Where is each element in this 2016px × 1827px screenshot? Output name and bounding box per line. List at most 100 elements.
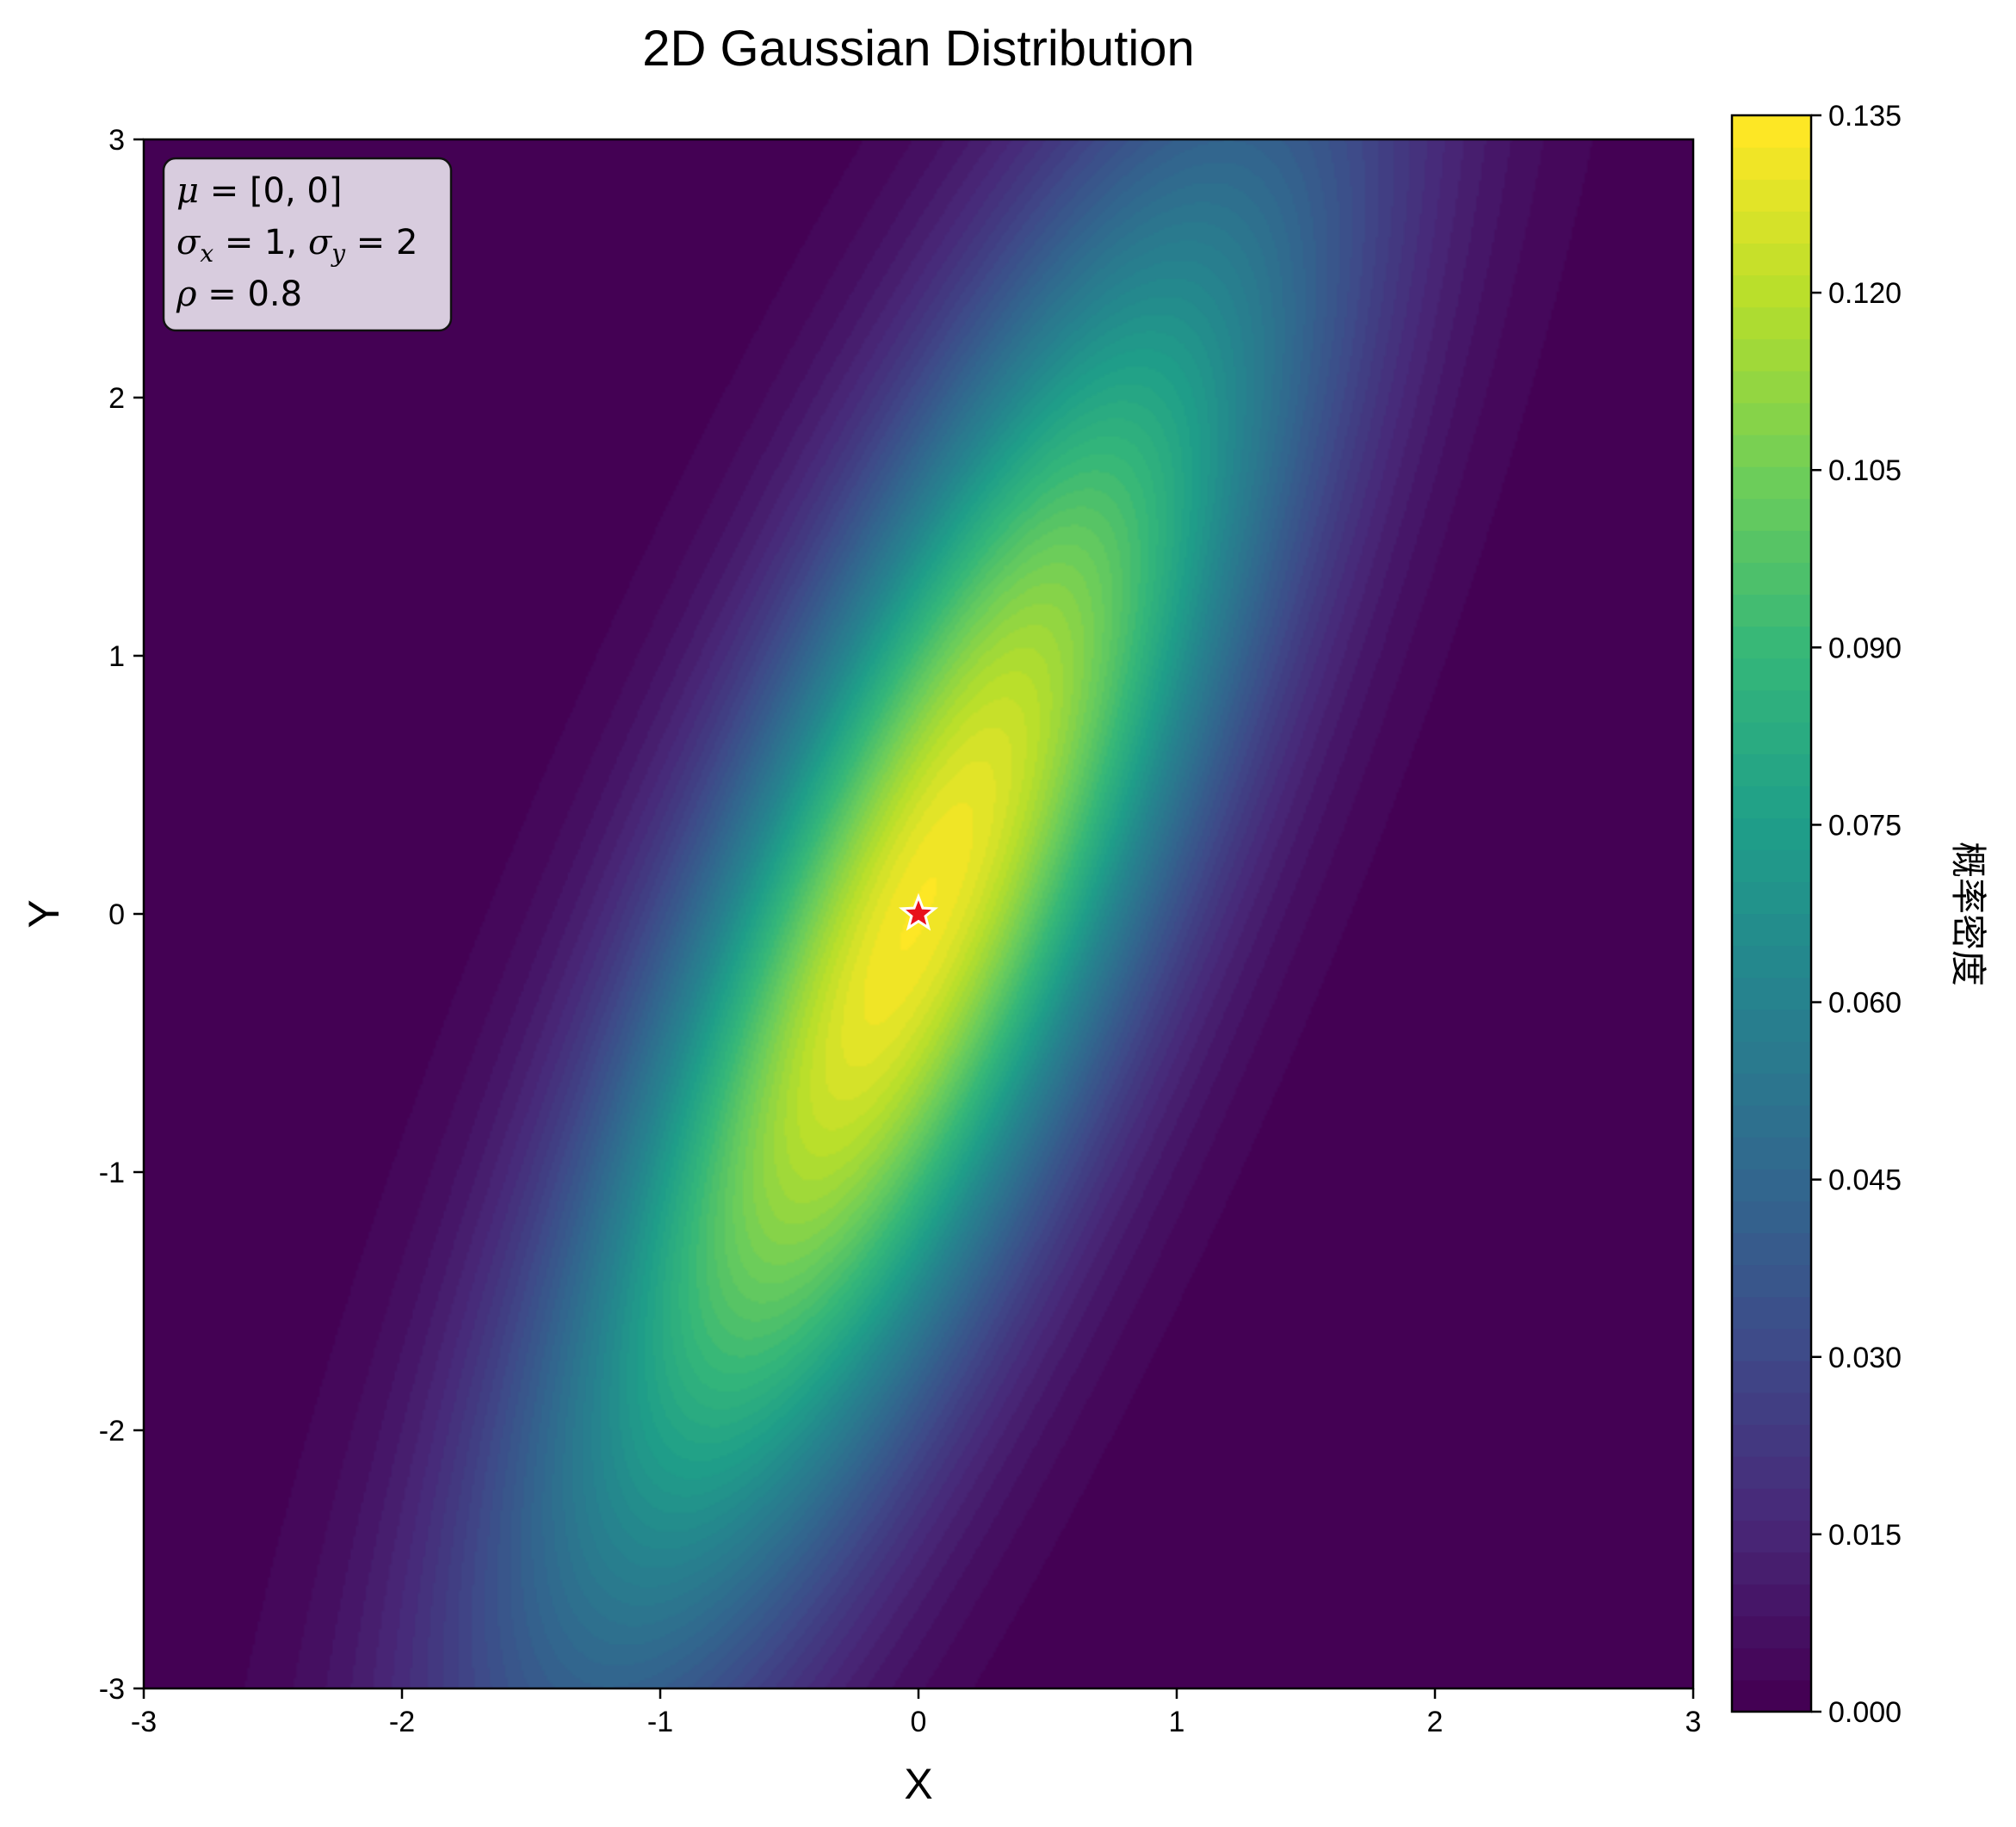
colorbar-band [1732, 498, 1811, 531]
colorbar-band [1732, 881, 1811, 915]
colorbar-tick-label: 0.030 [1828, 1342, 1902, 1374]
colorbar-band [1732, 179, 1811, 212]
y-tick-label: 2 [108, 382, 125, 415]
colorbar-band [1732, 945, 1811, 978]
y-axis: -3 -2 -1 0 1 2 3 [99, 124, 144, 1706]
y-tick-label: 3 [108, 124, 125, 157]
parameter-annotation-box: μ = [0, 0] σx = 1, σy = 2 ρ = 0.8 [162, 157, 453, 332]
colorbar-band [1732, 1296, 1811, 1330]
rho-value: = 0.8 [197, 275, 303, 314]
colorbar-band [1732, 786, 1811, 818]
colorbar-band [1732, 1137, 1811, 1170]
colorbar-band [1732, 530, 1811, 563]
x-axis: -3 -2 -1 0 1 2 3 [131, 1688, 1702, 1738]
colorbar-band [1732, 1073, 1811, 1106]
x-tick-label: -1 [647, 1706, 673, 1738]
colorbar-tick-label: 0.015 [1828, 1519, 1902, 1552]
colorbar-tick-label: 0.120 [1828, 277, 1902, 310]
colorbar-band [1732, 562, 1811, 596]
colorbar-band [1732, 1169, 1811, 1201]
y-tick-label: 0 [108, 898, 125, 931]
colorbar-band [1732, 1105, 1811, 1138]
x-tick-label: 2 [1427, 1706, 1444, 1738]
x-tick-label: 0 [911, 1706, 927, 1738]
colorbar-band [1732, 1201, 1811, 1234]
colorbar-band [1732, 689, 1811, 723]
colorbar-band [1732, 211, 1811, 244]
colorbar-band [1732, 1232, 1811, 1266]
colorbar-band [1732, 147, 1811, 180]
x-tick-label: 1 [1169, 1706, 1185, 1738]
colorbar-band [1732, 1488, 1811, 1521]
mu-symbol: μ [176, 171, 199, 211]
colorbar-band [1732, 338, 1811, 372]
colorbar-band [1732, 594, 1811, 627]
colorbar-tick-label: 0.075 [1828, 809, 1902, 842]
sigma-y-symbol: σ [308, 223, 333, 262]
colorbar-band [1732, 977, 1811, 1010]
x-tick-label: -3 [131, 1706, 157, 1738]
sigma-y-value: = 2 [345, 223, 417, 262]
colorbar-band [1732, 1615, 1811, 1649]
colorbar-band [1732, 1360, 1811, 1393]
colorbar-band [1732, 275, 1811, 308]
annotation-background [162, 157, 453, 332]
colorbar-band [1732, 1040, 1811, 1074]
y-axis-label: Y [20, 899, 68, 928]
x-tick-label: -2 [389, 1706, 415, 1738]
colorbar-band [1732, 435, 1811, 467]
colorbar-frame [1730, 114, 1813, 1713]
colorbar: 0.000 0.015 0.030 0.045 0.060 0.075 0.090 0.105… [1730, 100, 1989, 1729]
colorbar-band [1732, 1583, 1811, 1617]
colorbar-ticks: 0.000 0.015 0.030 0.045 0.060 0.075 0.090 0.105… [1811, 100, 1902, 1729]
x-tick-label: 3 [1685, 1706, 1702, 1738]
colorbar-band [1732, 243, 1811, 276]
colorbar-tick-label: 0.135 [1828, 100, 1902, 133]
colorbar-band [1732, 1456, 1811, 1489]
peak-marker-group [898, 892, 939, 931]
annotation-line-sigma: σx = 1, σy = 2 [176, 223, 417, 268]
colorbar-band [1732, 818, 1811, 850]
colorbar-band [1732, 657, 1811, 691]
colorbar-tick-label: 0.045 [1828, 1164, 1902, 1197]
sigma-x-subscript: x [200, 239, 213, 268]
colorbar-band [1732, 913, 1811, 947]
colorbar-band [1732, 1392, 1811, 1425]
colorbar-band [1732, 1679, 1811, 1713]
colorbar-band [1732, 1552, 1811, 1585]
y-tick-label: -1 [99, 1157, 125, 1189]
colorbar-tick-label: 0.105 [1828, 454, 1902, 487]
peak-star-marker [898, 892, 939, 931]
annotation-line-rho: ρ = 0.8 [176, 275, 302, 314]
colorbar-bands [1732, 115, 1811, 1713]
y-tick-label: -3 [99, 1673, 125, 1706]
colorbar-band [1732, 754, 1811, 787]
x-axis-label: X [904, 1760, 932, 1808]
colorbar-band [1732, 626, 1811, 659]
colorbar-band [1732, 1264, 1811, 1298]
colorbar-band [1732, 1647, 1811, 1681]
colorbar-tick-label: 0.060 [1828, 987, 1902, 1020]
colorbar-band [1732, 1009, 1811, 1042]
sigma-x-symbol: σ [176, 223, 201, 262]
plot-area [142, 138, 1695, 1690]
colorbar-band [1732, 849, 1811, 882]
colorbar-tick-label: 0.000 [1828, 1696, 1902, 1729]
sigma-y-subscript: y [330, 239, 346, 268]
colorbar-band [1732, 1520, 1811, 1553]
colorbar-band [1732, 306, 1811, 340]
colorbar-band [1732, 402, 1811, 435]
y-tick-label: -2 [99, 1415, 125, 1447]
colorbar-band [1732, 1328, 1811, 1361]
colorbar-band [1732, 370, 1811, 404]
rho-symbol: ρ [176, 275, 197, 314]
y-tick-label: 1 [108, 640, 125, 673]
colorbar-label: 概率密度 [1947, 842, 1989, 986]
colorbar-band [1732, 1424, 1811, 1457]
colorbar-band [1732, 115, 1811, 148]
chart-title: 2D Gaussian Distribution [642, 21, 1195, 77]
sigma-x-value: = 1, [213, 223, 308, 262]
mu-value: = [0, 0] [199, 171, 342, 211]
colorbar-band [1732, 466, 1811, 499]
